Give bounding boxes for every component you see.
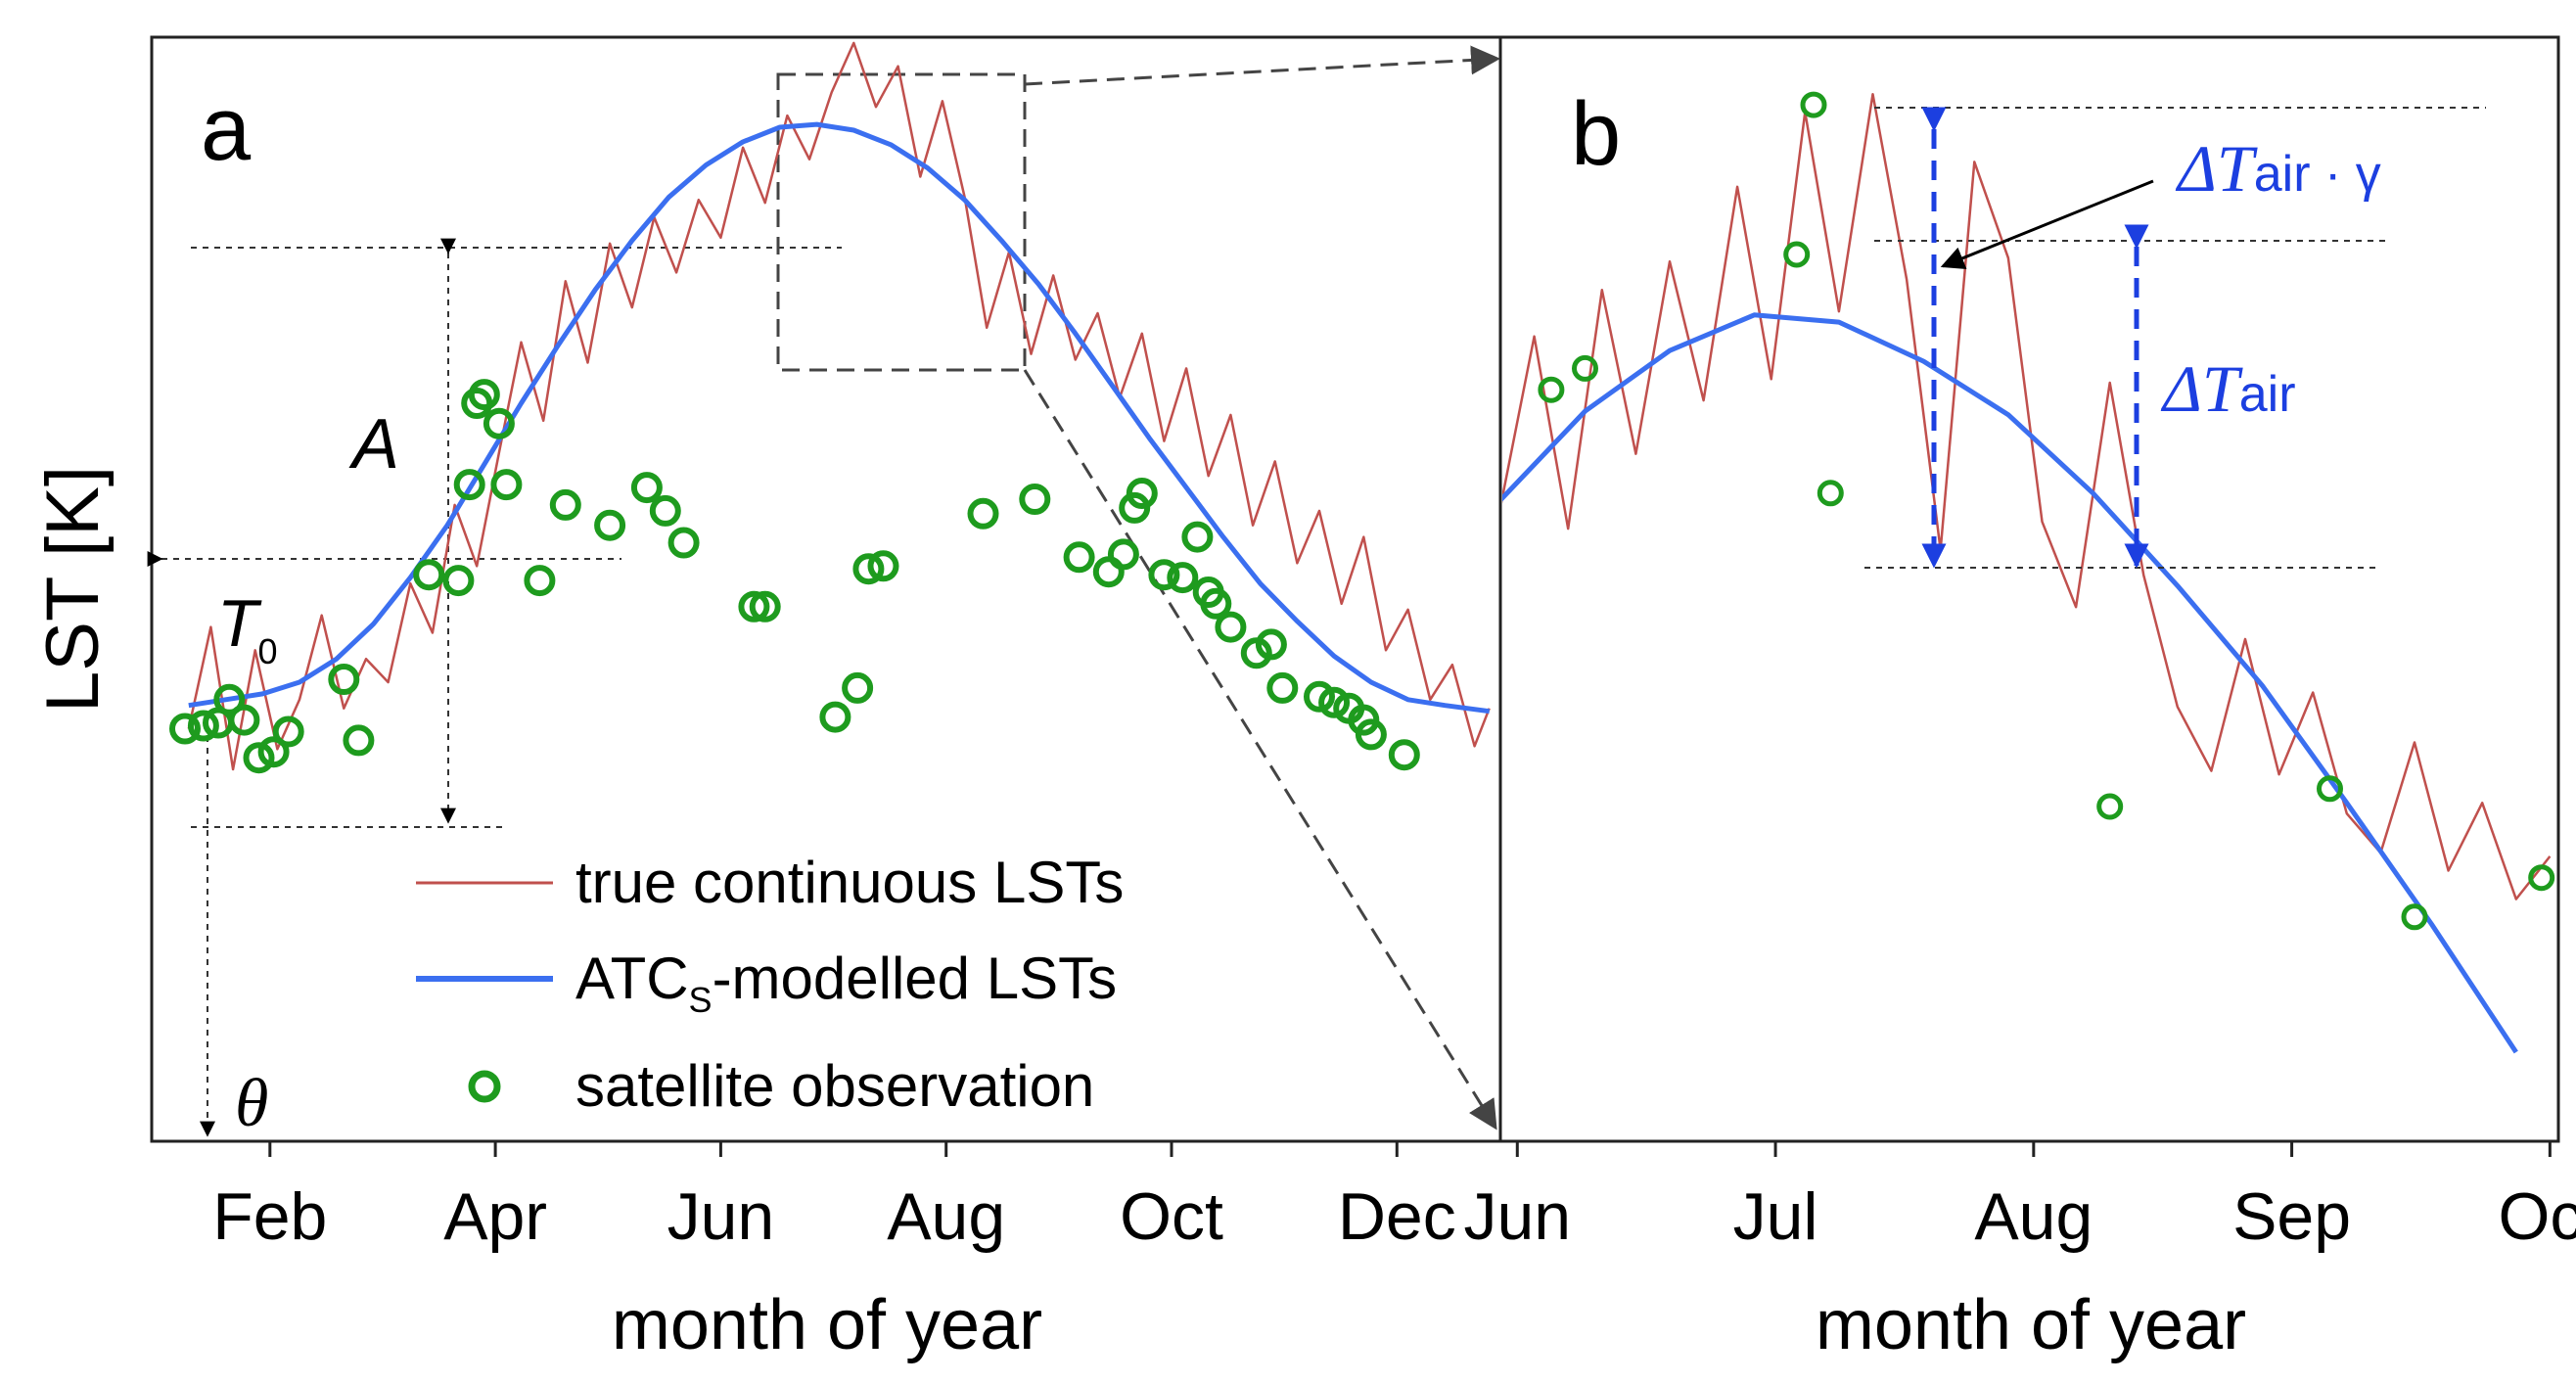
satellite-point [738,590,770,623]
panel-b-frame [1498,35,2560,1143]
satellite-point [524,565,556,597]
x-tick-label: Jun [667,1179,775,1254]
satellite-point [1181,521,1214,553]
true-lst-line [187,41,1491,771]
satellite-point [649,494,681,527]
legend: true continuous LSTs ATCS-modelled LSTs … [416,850,1124,1119]
satellite-point [1355,718,1387,751]
satellite-point [1255,628,1287,661]
satellite-point [257,736,290,768]
x-tick-label: Aug [1974,1179,2093,1254]
x-tick-label: Feb [212,1179,327,1254]
satellite-point [2096,793,2124,820]
panel-b-x-axis: Jun Jul Aug Sep Oct [1463,1141,2576,1254]
legend-sat-label: satellite observation [575,1053,1094,1119]
satellite-point [442,565,475,597]
satellite-point [667,527,700,559]
satellite-point [1148,559,1180,591]
satellite-point [228,704,260,736]
satellite-point [1318,686,1351,718]
satellite-point [842,671,874,704]
satellite-point [483,407,515,439]
x-tick-label: Sep [2232,1179,2351,1254]
legend-true-label: true continuous LSTs [575,850,1124,915]
panel-a-label: a [201,79,252,179]
satellite-point [594,509,626,541]
satellite-point [243,742,275,774]
atc-model-line [1502,312,2518,1054]
satellite-point [2401,903,2428,931]
satellite-point [967,497,999,530]
satellite-point [453,469,485,501]
satellite-point [2528,864,2555,892]
panel-b-label: b [1571,84,1621,184]
satellite-point [1063,541,1095,574]
satellite-point [1800,91,1827,118]
satellite-point [819,701,851,733]
satellite-point [1200,587,1232,620]
satellite-point [272,715,304,748]
panel-a-plot [169,41,1491,774]
satellite-point [213,683,246,715]
panel-b-plot [1502,91,2555,1054]
zoom-connector-bottom [1023,369,1497,1130]
panel-a-x-title: month of year [612,1286,1042,1364]
satellite-point [867,550,899,582]
satellite-point [1019,484,1051,515]
amplitude-label: A [348,405,399,484]
satellite-point [413,559,445,591]
satellite-point [1167,562,1199,594]
satellite-point [1266,671,1299,704]
panel-b-x-title: month of year [1816,1286,2246,1364]
satellite-point [343,724,375,757]
y-axis-title: LST [K] [31,466,115,713]
delta-tair-gamma-label: ΔTair · γ [2175,131,2381,206]
satellite-point [1538,376,1565,403]
satellite-point [1783,241,1811,268]
true-lst-line [1502,92,2552,900]
gamma-pointer [1940,179,2154,270]
x-tick-label: Apr [443,1179,547,1254]
satellite-point [468,379,500,411]
theta-label: θ [235,1066,268,1141]
x-tick-label: Jul [1733,1179,1818,1254]
satellite-point [1388,739,1420,771]
satellite-point [1304,680,1335,713]
satellite-point [852,553,885,585]
x-tick-label: Oct [2498,1179,2576,1254]
satellite-point [1572,354,1598,382]
zoom-connector-top [1024,45,1500,86]
x-tick-label: Dec [1338,1179,1456,1254]
panel-a-x-axis: Feb Apr Jun Aug Oct Dec [212,1141,1456,1254]
satellite-point [630,472,663,504]
satellite-point [328,664,360,695]
atc-model-line [188,121,1491,715]
satellite-point [1817,480,1844,507]
legend-atc-label: ATCS-modelled LSTs [575,946,1117,1020]
delta-tair-label: ΔTair [2160,351,2296,426]
satellite-point [2317,775,2343,803]
satellite-point [187,710,219,742]
legend-sat-swatch [468,1070,501,1103]
satellite-point [1107,538,1139,571]
satellite-point [1126,478,1158,509]
satellite-point [169,713,201,745]
satellite-point [549,488,581,521]
x-tick-label: Oct [1120,1179,1223,1254]
x-tick-label: Aug [887,1179,1005,1254]
zoom-box [776,72,1027,372]
satellite-point [1215,611,1247,643]
satellite-point [749,590,781,623]
t0-label: T0 [217,586,278,671]
x-tick-label: Jun [1463,1179,1571,1254]
satellite-point [490,469,523,501]
